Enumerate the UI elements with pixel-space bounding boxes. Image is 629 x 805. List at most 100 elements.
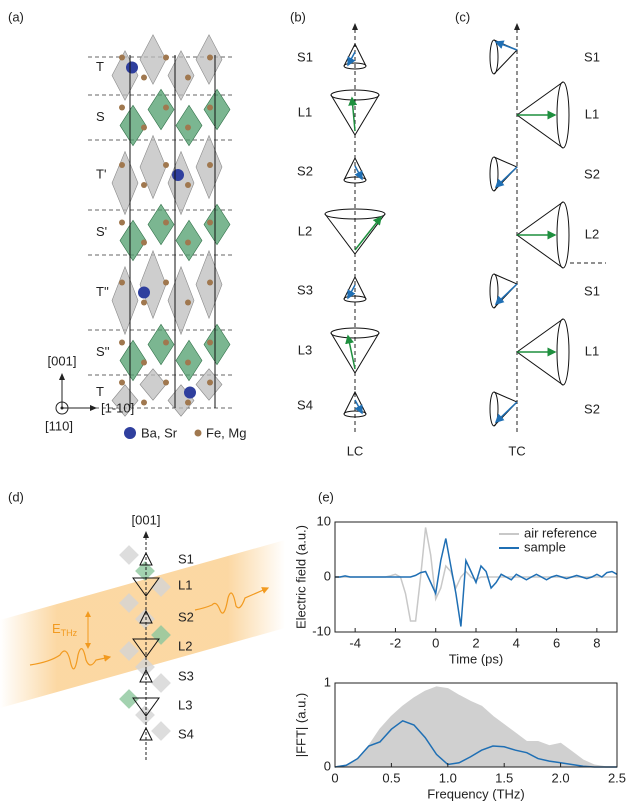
fe-atom bbox=[207, 340, 213, 346]
x-tick-label: 1.0 bbox=[439, 770, 457, 785]
y-tick-label: 10 bbox=[317, 513, 331, 528]
axis-out-dot bbox=[61, 407, 64, 410]
y-tick-label: 0 bbox=[324, 568, 331, 583]
x-tick-label: 0 bbox=[432, 635, 439, 650]
row-label: S1 bbox=[584, 283, 600, 298]
row-label: L2 bbox=[298, 223, 312, 238]
fe-atom bbox=[185, 300, 191, 306]
polyhedron bbox=[119, 545, 139, 565]
panel-label: (e) bbox=[318, 489, 334, 504]
legend-label: sample bbox=[524, 539, 566, 554]
spin bbox=[496, 402, 517, 422]
fe-atom bbox=[207, 105, 213, 111]
row-label: S3 bbox=[297, 282, 313, 297]
row-label: L3 bbox=[298, 342, 312, 357]
spin bbox=[496, 42, 517, 50]
x-tick-label: 0 bbox=[331, 770, 338, 785]
polyhedron bbox=[140, 136, 166, 199]
fe-atom bbox=[163, 105, 169, 111]
row-label: S2 bbox=[178, 609, 194, 624]
spin bbox=[355, 217, 381, 250]
cone-base bbox=[490, 40, 498, 74]
x-tick-label: -2 bbox=[390, 635, 402, 650]
polyhedron bbox=[151, 721, 171, 741]
legend-label: air reference bbox=[524, 525, 597, 540]
row-label: S1 bbox=[584, 49, 600, 64]
legend-swatch bbox=[124, 427, 136, 439]
fe-atom bbox=[141, 300, 147, 306]
fe-atom bbox=[163, 55, 169, 61]
fe-atom bbox=[185, 75, 191, 81]
fe-atom bbox=[185, 125, 191, 131]
fe-atom bbox=[119, 55, 125, 61]
polyhedron bbox=[140, 369, 166, 401]
axis-label: [110] bbox=[45, 418, 73, 433]
fe-atom bbox=[207, 220, 213, 226]
polyhedron bbox=[112, 51, 138, 101]
row-label: S2 bbox=[297, 163, 313, 178]
series-line bbox=[335, 528, 617, 622]
panel-label: (d) bbox=[8, 489, 24, 504]
y-axis-label: Electric field (a.u.) bbox=[293, 525, 308, 629]
x-tick-label: 4 bbox=[513, 635, 520, 650]
layer-label: S' bbox=[96, 224, 107, 239]
row-label: L3 bbox=[178, 697, 192, 712]
row-label: S2 bbox=[584, 401, 600, 416]
row-label: S3 bbox=[178, 668, 194, 683]
cone-base bbox=[557, 82, 569, 148]
fe-atom bbox=[207, 280, 213, 286]
fe-atom bbox=[163, 340, 169, 346]
x-tick-label: 2.0 bbox=[552, 770, 570, 785]
x-axis-label: Time (ps) bbox=[449, 651, 503, 666]
ba-atom bbox=[172, 169, 184, 181]
x-tick-label: 0.5 bbox=[382, 770, 400, 785]
panel-a: TST'S'T''S''T[001][1-10][110]Ba, SrFe, M… bbox=[45, 35, 246, 441]
row-label: L2 bbox=[178, 638, 192, 653]
panel-label: (a) bbox=[8, 9, 24, 24]
fe-atom bbox=[141, 400, 147, 406]
ba-atom bbox=[184, 387, 196, 399]
row-label: S2 bbox=[584, 166, 600, 181]
y-tick-label: -10 bbox=[312, 623, 331, 638]
panel-label: (b) bbox=[290, 9, 306, 24]
legend-label: Fe, Mg bbox=[206, 425, 246, 440]
x-tick-label: 2 bbox=[472, 635, 479, 650]
legend-swatch bbox=[195, 430, 202, 437]
layer-label: T'' bbox=[96, 284, 109, 299]
panel-c: S1L1S2L2S1L1S2TC bbox=[490, 24, 606, 458]
series-line bbox=[335, 539, 617, 627]
x-tick-label: 1.5 bbox=[495, 770, 513, 785]
fe-atom bbox=[163, 162, 169, 168]
polyhedron bbox=[140, 251, 166, 319]
fe-atom bbox=[185, 360, 191, 366]
fe-atom bbox=[119, 380, 125, 386]
fe-atom bbox=[141, 240, 147, 246]
fe-atom bbox=[119, 340, 125, 346]
axis-label: [001] bbox=[48, 353, 77, 368]
spin bbox=[496, 167, 517, 187]
y-tick-label: 1 bbox=[324, 674, 331, 689]
row-label: L1 bbox=[178, 577, 192, 592]
layer-label: T bbox=[96, 59, 104, 74]
fe-atom bbox=[207, 380, 213, 386]
cone-base bbox=[557, 202, 569, 268]
field-symbol: E bbox=[52, 621, 61, 636]
spin bbox=[496, 284, 517, 304]
row-label: S4 bbox=[178, 726, 194, 741]
fe-atom bbox=[141, 75, 147, 81]
row-label: L1 bbox=[585, 343, 599, 358]
fe-atom bbox=[119, 280, 125, 286]
axis-label: LC bbox=[347, 443, 364, 458]
row-label: S4 bbox=[297, 397, 313, 412]
row-label: S1 bbox=[178, 551, 194, 566]
polyhedron bbox=[151, 673, 171, 693]
layer-label: S'' bbox=[96, 344, 110, 359]
field-subscript: THz bbox=[61, 628, 78, 638]
y-tick-label: 0 bbox=[324, 758, 331, 773]
ba-atom bbox=[138, 287, 150, 299]
ba-atom bbox=[126, 62, 138, 74]
polyhedron bbox=[119, 689, 139, 709]
x-axis-label: Frequency (THz) bbox=[427, 786, 525, 801]
